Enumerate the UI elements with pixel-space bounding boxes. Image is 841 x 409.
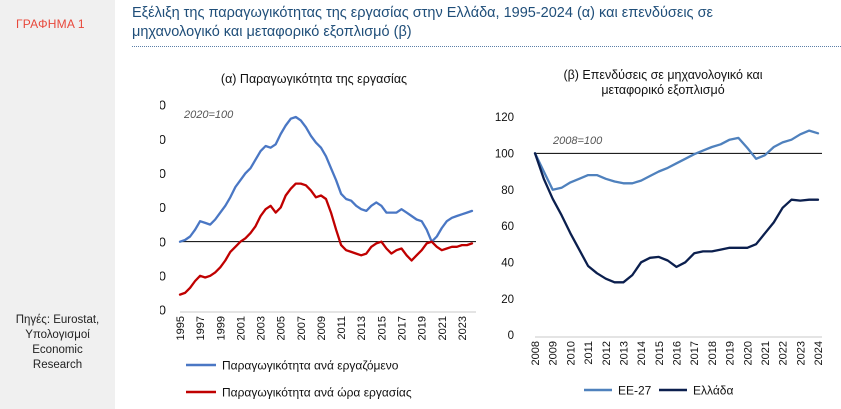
x-tick-label: 2011 [336, 316, 348, 340]
x-tick-label: 2007 [296, 316, 308, 340]
legend-label: Παραγωγικότητα ανά ώρα εργασίας [222, 386, 412, 400]
base-year-annotation: 2020=100 [183, 109, 234, 121]
x-tick-label: 2017 [689, 341, 701, 365]
y-tick-label: 80 [501, 185, 514, 197]
y-tick-label: 110 [160, 200, 166, 215]
sources-line: Υπολογισμοί [25, 329, 90, 341]
figure-title-line: Εξέλιξη της παραγωγικότητας της εργασίας… [132, 5, 713, 21]
series-line-1 [533, 129, 820, 191]
y-tick-label: 100 [495, 148, 514, 160]
sources-line: Πηγές: Eurostat, [15, 314, 100, 326]
y-tick-label: 20 [501, 294, 514, 306]
x-tick-label: 2021 [437, 316, 449, 340]
series-line-2 [533, 152, 820, 284]
x-tick-label: 2023 [795, 341, 807, 365]
x-tick-label: 2011 [583, 341, 595, 365]
x-tick-label: 2013 [356, 316, 368, 340]
x-tick-label: 2016 [672, 341, 684, 365]
productivity-chart: (α) Παραγωγικότητα της εργασίας 80 90 100 11… [160, 72, 476, 400]
x-tick-label: 2020 [742, 341, 754, 365]
x-tick-label: 2021 [760, 341, 772, 365]
x-tick-label: 2014 [636, 341, 648, 365]
chart-number-label: ΓΡΑΦΗΜΑ 1 [16, 17, 85, 31]
chart-title: (β) Επενδύσεις σε μηχανολογικό και [563, 68, 762, 82]
sources-note: Πηγές: Eurostat, Υπολογισμοί Economic Re… [0, 313, 115, 373]
x-tick-label: 2019 [417, 316, 429, 340]
series-line-1 [178, 115, 474, 243]
x-tick-label: 2015 [376, 316, 388, 340]
x-tick-label: 2005 [276, 316, 288, 340]
legend-label: Παραγωγικότητα ανά εργαζόμενο [222, 359, 399, 373]
x-tick-label: 2018 [707, 341, 719, 365]
title-divider [132, 46, 841, 47]
base-year-annotation: 2008=100 [552, 135, 603, 147]
x-tick-label: 2009 [548, 341, 560, 365]
sources-line: Economic [32, 344, 83, 356]
x-tick-label: 2019 [725, 341, 737, 365]
x-tick-label: 2010 [565, 341, 577, 365]
legend-label: ΕΕ-27 [618, 384, 652, 398]
x-tick-label: 1995 [175, 316, 187, 340]
x-tick-label: 2008 [530, 341, 542, 365]
y-tick-label: 90 [160, 269, 166, 284]
x-tick-label: 2024 [813, 341, 825, 365]
y-tick-label: 80 [160, 303, 166, 318]
y-tick-label: 60 [501, 221, 514, 233]
x-tick-label: 2003 [256, 316, 268, 340]
y-tick-label: 120 [160, 166, 166, 181]
y-tick-label: 40 [501, 257, 514, 269]
y-tick-label: 0 [508, 330, 514, 342]
chart-title: μεταφορικό εξοπλισμό [601, 83, 724, 97]
x-tick-label: 2009 [316, 316, 328, 340]
figure-title-line: μηχανολογικό και μεταφορικό εξοπλισμό (β… [132, 24, 412, 40]
x-tick-label: 2001 [235, 316, 247, 340]
y-tick-label: 100 [160, 234, 166, 249]
x-tick-label: 2023 [457, 316, 469, 340]
x-tick-label: 2022 [778, 341, 790, 365]
sidebar: ΓΡΑΦΗΜΑ 1 Πηγές: Eurostat, Υπολογισμοί E… [0, 0, 115, 409]
figure-title: Εξέλιξη της παραγωγικότητας της εργασίας… [132, 4, 832, 42]
y-tick-label: 120 [495, 112, 514, 124]
chart-title: (α) Παραγωγικότητα της εργασίας [221, 72, 407, 86]
x-tick-label: 2017 [397, 316, 409, 340]
x-tick-label: 2015 [654, 341, 666, 365]
x-tick-label: 1997 [195, 316, 207, 340]
legend-label: Ελλάδα [693, 384, 733, 398]
x-tick-label: 2013 [618, 341, 630, 365]
investment-chart: (β) Επενδύσεις σε μηχανολογικό καιμεταφο… [495, 68, 825, 398]
y-tick-label: 130 [160, 132, 166, 147]
sources-line: Research [32, 359, 83, 371]
y-tick-label: 140 [160, 98, 166, 113]
x-tick-label: 1999 [215, 316, 227, 340]
x-tick-label: 2012 [601, 341, 613, 365]
series-line-2 [178, 182, 474, 296]
